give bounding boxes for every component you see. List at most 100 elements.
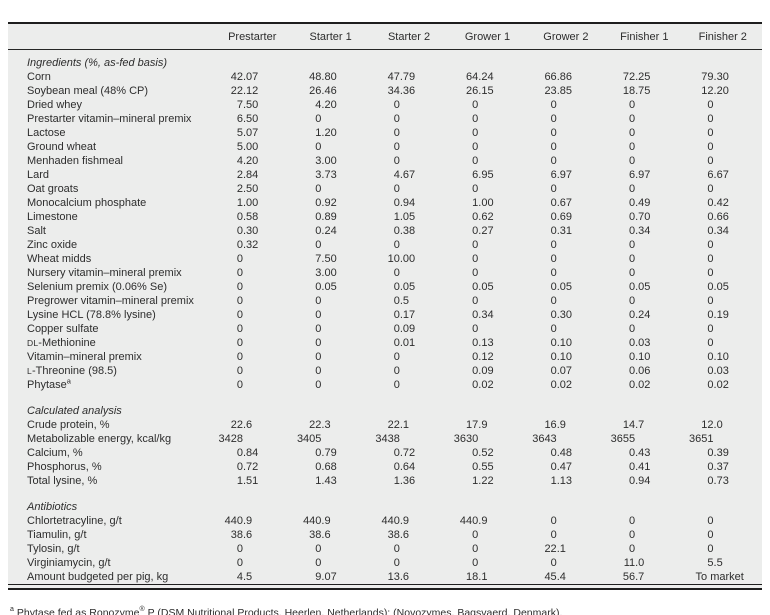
data-table: Prestarter Starter 1 Starter 2 Grower 1 Grow… <box>8 24 762 584</box>
cell-value: 1.00 <box>472 197 494 209</box>
cell-value: 42.07 <box>230 71 259 83</box>
column-header: Finisher 2 <box>683 24 762 50</box>
cell-value: 47.79 <box>387 71 416 83</box>
cell-value: 0 <box>236 379 243 391</box>
cell-value: 0 <box>707 239 714 251</box>
cell-value: 0 <box>550 127 557 139</box>
cell-value: 0.10 <box>550 351 572 363</box>
cell-value: 1.13 <box>550 475 572 487</box>
cell-value: 0 <box>315 113 322 125</box>
cell-value: 4.67 <box>393 169 416 181</box>
column-header: Prestarter <box>213 24 292 50</box>
table-footnote: a Phytase fed as Ronozyme® P (DSM Nutritio… <box>10 606 760 615</box>
cell-value: 22.12 <box>230 85 259 97</box>
small-caps-prefix: L <box>27 366 32 376</box>
cell-value: 0 <box>315 543 322 555</box>
cell-value: 0 <box>707 155 714 167</box>
cell-value: 11.0 <box>623 557 645 569</box>
cell-value: 5.07 <box>236 127 259 139</box>
column-header: Grower 1 <box>448 24 527 50</box>
cell-value: 0.05 <box>628 281 651 293</box>
table-row: Tylosin, g/t 0 0 0 0 22.1 0 0 <box>8 542 762 556</box>
cell-value: 0 <box>393 379 400 391</box>
cell-value: 0.67 <box>550 197 572 209</box>
cell-value: 0 <box>707 183 714 195</box>
footnote-text-pre: Phytase fed as Ronozyme <box>16 606 140 615</box>
cell-value: 0 <box>550 99 557 111</box>
table-row: Menhaden fishmeal 4.20 3.00 0 0 0 0 0 <box>8 154 762 168</box>
table-row: Prestarter vitamin–mineral premix 6.50 0 0 0… <box>8 112 762 126</box>
cell-value: 0 <box>550 253 557 265</box>
cell-value: 1.36 <box>393 475 416 487</box>
cell-value: 0 <box>707 323 714 335</box>
cell-value: 0 <box>393 99 400 111</box>
cell-value: 23.85 <box>544 85 572 97</box>
cell-value: 4.5 <box>236 571 253 583</box>
cell-value: 38.6 <box>230 529 253 541</box>
cell-value: 0 <box>393 543 400 555</box>
header-row: Prestarter Starter 1 Starter 2 Grower 1 Grow… <box>8 24 762 50</box>
cell-value: 0 <box>550 141 557 153</box>
row-label: Phosphorus, % <box>27 461 102 473</box>
cell-value: 0 <box>393 557 400 569</box>
row-label: Lactose <box>27 127 66 139</box>
cell-value: 1.43 <box>315 475 337 487</box>
row-label: Calcium, % <box>27 447 83 459</box>
cell-value: 0 <box>628 183 636 195</box>
row-label: Lysine HCL (78.8% lysine) <box>27 309 156 321</box>
row-label: Total lysine, % <box>27 475 98 487</box>
cell-value: 0.38 <box>393 225 416 237</box>
table-row: Selenium premix (0.06% Se) 0 0.05 0.05 0.05 0… <box>8 280 762 294</box>
table-row: Corn 42.07 48.80 47.79 64.24 66.86 72.25 79.30 <box>8 70 762 84</box>
cell-value: To market <box>695 571 744 583</box>
cell-value: 0 <box>707 141 714 153</box>
cell-value: 7.50 <box>315 253 337 265</box>
cell-value: 0.09 <box>393 323 416 335</box>
cell-value: 26.46 <box>309 85 337 97</box>
cell-value: 0.37 <box>707 461 729 473</box>
cell-value: 0 <box>315 295 322 307</box>
cell-value: 0.5 <box>393 295 410 307</box>
cell-value: 0 <box>628 99 636 111</box>
cell-value: 0.05 <box>550 281 572 293</box>
cell-value: 0.79 <box>315 447 337 459</box>
cell-value: 0 <box>707 529 714 541</box>
row-label: Vitamin–mineral premix <box>27 351 142 363</box>
row-label: Crude protein, % <box>27 419 110 431</box>
cell-value: 0 <box>707 337 714 349</box>
cell-value: 3655 <box>610 433 636 445</box>
table-row: Soybean meal (48% CP) 22.12 26.46 34.36 26.1… <box>8 84 762 98</box>
cell-value: 6.97 <box>550 169 572 181</box>
table-row: Dried whey 7.50 4.20 0 0 0 0 0 <box>8 98 762 112</box>
cell-value: 0.05 <box>472 281 494 293</box>
cell-value: 0 <box>315 323 322 335</box>
cell-value: 3.73 <box>315 169 337 181</box>
cell-value: 0 <box>550 323 557 335</box>
cell-value: 0 <box>550 183 557 195</box>
cell-value: 0 <box>393 183 400 195</box>
cell-value: 0.72 <box>393 447 416 459</box>
cell-value: 3630 <box>453 433 479 445</box>
table-row: Wheat midds 0 7.50 10.00 0 0 0 0 <box>8 252 762 266</box>
cell-value: 0 <box>393 113 400 125</box>
cell-value: 7.50 <box>236 99 259 111</box>
cell-value: 0 <box>472 267 479 279</box>
row-label: Chlortetracyline, g/t <box>27 515 122 527</box>
cell-value: 0.30 <box>550 309 572 321</box>
table-body: Ingredients (%, as-fed basis) Corn 42.07 48… <box>8 50 762 585</box>
cell-value: 0 <box>628 295 636 307</box>
row-label: Phytasea <box>27 378 71 391</box>
cell-value: 0.12 <box>472 351 494 363</box>
table-row: Phytasea 0 0 0 0.02 0.02 0.02 0.02 <box>8 378 762 392</box>
cell-value: 1.00 <box>236 197 259 209</box>
cell-value: 0 <box>393 351 400 363</box>
cell-value: 0 <box>550 239 557 251</box>
cell-value: 0.03 <box>707 365 729 377</box>
cell-value: 1.22 <box>472 475 494 487</box>
cell-value: 0 <box>236 557 243 569</box>
table-bottom-rule <box>8 584 762 590</box>
cell-value: 0 <box>472 141 479 153</box>
column-header: Starter 1 <box>291 24 370 50</box>
cell-value: 0 <box>550 295 557 307</box>
row-label: Soybean meal (48% CP) <box>27 85 149 97</box>
